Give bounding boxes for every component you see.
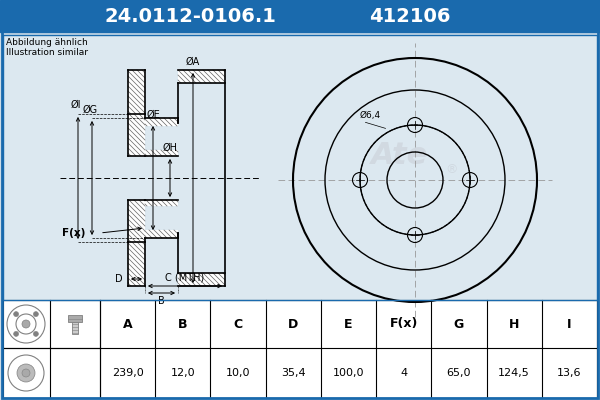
Text: 124,5: 124,5	[498, 368, 530, 378]
Text: F(x): F(x)	[62, 228, 85, 238]
Circle shape	[34, 331, 38, 336]
Text: A: A	[123, 318, 133, 330]
Text: ØA: ØA	[186, 57, 200, 67]
Text: C: C	[233, 318, 242, 330]
Text: F(x): F(x)	[389, 318, 418, 330]
Text: Ø6,4: Ø6,4	[359, 111, 380, 120]
Text: 4: 4	[400, 368, 407, 378]
Circle shape	[14, 312, 19, 317]
Bar	[0, 0, 600, 32]
Text: 35,4: 35,4	[281, 368, 305, 378]
Circle shape	[17, 364, 35, 382]
Text: D: D	[288, 318, 298, 330]
Text: Ate: Ate	[371, 140, 428, 170]
Bar	[145, 200, 178, 206]
Circle shape	[14, 331, 19, 336]
Bar	[68, 315, 82, 322]
Bar	[72, 322, 78, 334]
Text: ØH: ØH	[163, 143, 178, 153]
Text: D: D	[115, 274, 123, 284]
Bar	[128, 114, 145, 156]
Text: E: E	[344, 318, 353, 330]
Text: ØI: ØI	[71, 100, 81, 110]
Bar	[128, 70, 145, 114]
Bar	[145, 118, 178, 126]
Bar	[178, 70, 225, 83]
Text: Abbildung ähnlich: Abbildung ähnlich	[6, 38, 88, 47]
Text: B: B	[158, 296, 165, 306]
Text: ®: ®	[445, 164, 458, 176]
Bar	[128, 200, 145, 242]
Text: 13,6: 13,6	[557, 368, 581, 378]
Bar	[3, 300, 597, 398]
Text: 65,0: 65,0	[446, 368, 471, 378]
Text: C (MTH): C (MTH)	[166, 273, 205, 283]
Text: H: H	[509, 318, 520, 330]
Text: 10,0: 10,0	[226, 368, 250, 378]
Bar	[145, 150, 178, 156]
Text: G: G	[454, 318, 464, 330]
Circle shape	[22, 369, 30, 377]
Text: ØG: ØG	[82, 105, 98, 115]
Text: ØE: ØE	[146, 110, 160, 120]
Text: 12,0: 12,0	[170, 368, 195, 378]
Bar	[128, 242, 145, 286]
Circle shape	[34, 312, 38, 317]
Circle shape	[22, 320, 30, 328]
Text: 239,0: 239,0	[112, 368, 143, 378]
Bar	[178, 273, 225, 286]
Bar	[3, 35, 597, 300]
Text: 24.0112-0106.1: 24.0112-0106.1	[104, 6, 276, 26]
Text: 412106: 412106	[369, 6, 451, 26]
Bar	[3, 35, 597, 300]
Text: Illustration similar: Illustration similar	[6, 48, 88, 57]
Text: 100,0: 100,0	[333, 368, 364, 378]
Bar	[145, 230, 178, 238]
Text: B: B	[178, 318, 188, 330]
Text: I: I	[567, 318, 572, 330]
